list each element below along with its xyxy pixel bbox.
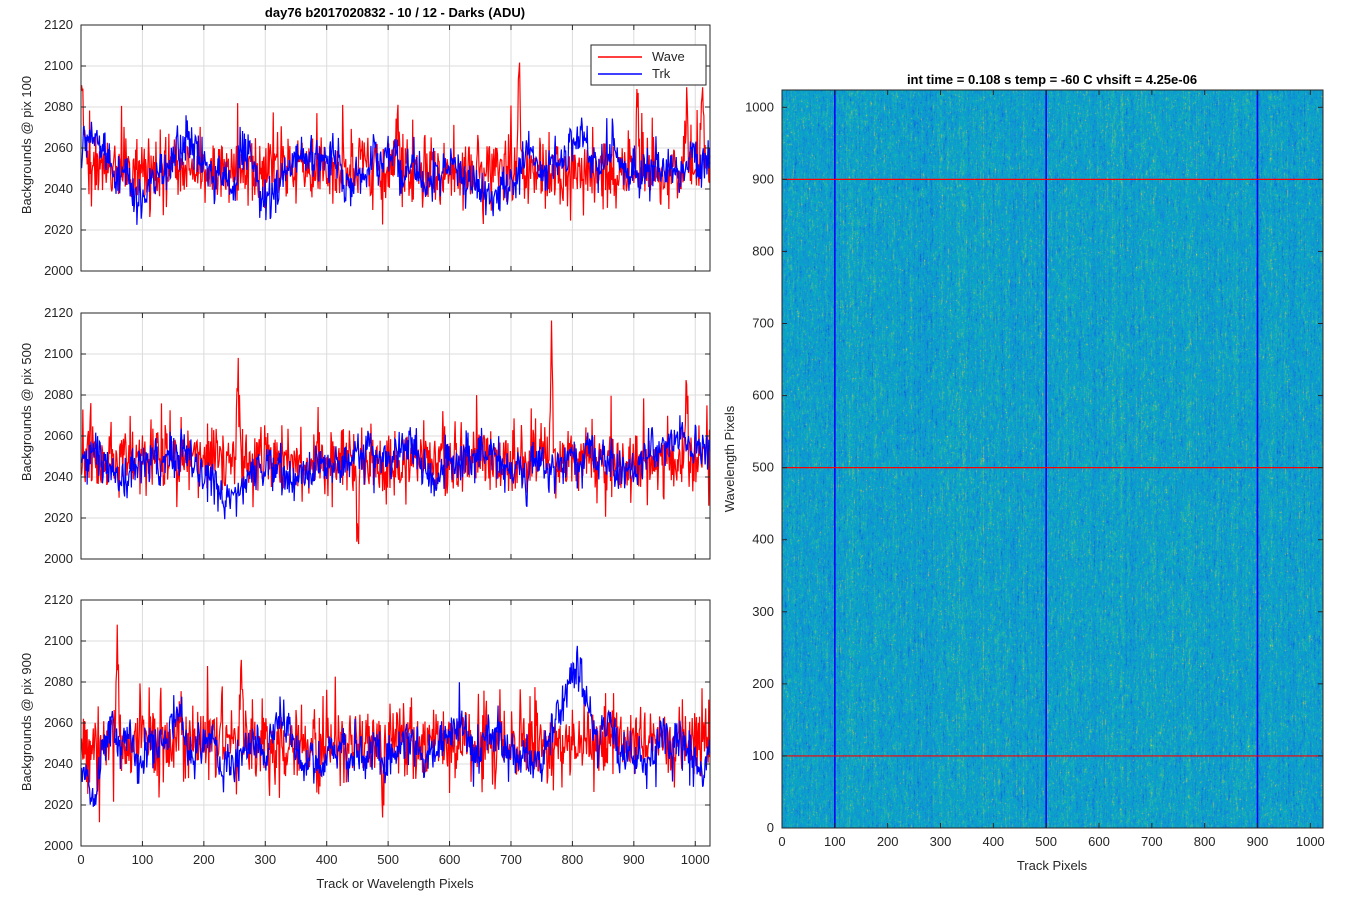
panel-3-x-tick-label: 600 <box>439 852 461 867</box>
panel-1-y-tick-label: 2100 <box>44 58 73 73</box>
panel-3-y-tick-label: 2080 <box>44 674 73 689</box>
heatmap-x-tick-label: 600 <box>1088 834 1110 849</box>
heatmap-axes-box <box>781 89 1324 829</box>
panel-2-y-tick-label: 2040 <box>44 469 73 484</box>
heatmap-image <box>782 90 1323 828</box>
panel-3-y-tick-label: 2040 <box>44 756 73 771</box>
panel-2-y-tick-label: 2080 <box>44 387 73 402</box>
panel-3-x-tick-label: 1000 <box>681 852 710 867</box>
panel-2-y-tick-label: 2120 <box>44 305 73 320</box>
panel-3-x-tick-label: 400 <box>316 852 338 867</box>
plot-pix-100: day76 b2017020832 - 10 / 12 - Darks (ADU… <box>19 5 711 278</box>
x-axis-label-left: Track or Wavelength Pixels <box>316 876 474 891</box>
legend-label-trk: Trk <box>652 66 671 81</box>
panel-2-y-tick-label: 2100 <box>44 346 73 361</box>
heatmap-x-tick-label: 400 <box>982 834 1004 849</box>
heatmap-y-tick-label: 900 <box>752 171 774 186</box>
panel-3-x-tick-label: 0 <box>77 852 84 867</box>
heatmap-y-tick-label: 200 <box>752 676 774 691</box>
panel-1-y-tick-label: 2040 <box>44 181 73 196</box>
heatmap-x-tick-label: 900 <box>1247 834 1269 849</box>
legend-label-wave: Wave <box>652 49 685 64</box>
panel-3-y-tick-label: 2100 <box>44 633 73 648</box>
y-axis-label-pix-900: Backgrounds @ pix 900 <box>19 653 34 791</box>
panel-1-y-tick-label: 2020 <box>44 222 73 237</box>
heatmap-y-tick-label: 400 <box>752 532 774 547</box>
panel-1-y-tick-label: 2000 <box>44 263 73 278</box>
panel-3-x-tick-label: 200 <box>193 852 215 867</box>
panel-2-y-tick-label: 2000 <box>44 551 73 566</box>
heatmap-x-tick-label: 0 <box>778 834 785 849</box>
heatmap-plot: int time = 0.108 s temp = -60 C vhsift =… <box>722 72 1325 873</box>
panel-2-y-tick-label: 2020 <box>44 510 73 525</box>
figure-title: day76 b2017020832 - 10 / 12 - Darks (ADU… <box>265 5 525 20</box>
heatmap-y-tick-label: 600 <box>752 388 774 403</box>
legend: Wave Trk <box>590 44 707 86</box>
heatmap-x-tick-label: 200 <box>877 834 899 849</box>
plot-pix-500: 2000 2020 2040 2060 2080 2100 2120 Backgrounds… <box>19 305 711 566</box>
heatmap-title: int time = 0.108 s temp = -60 C vhsift =… <box>907 72 1197 87</box>
plot-pix-900: 0 100 200 300 400 500 600 700 800 900 1000 2000 2020… <box>19 592 711 891</box>
heatmap-y-tick-label: 1000 <box>745 99 774 114</box>
panel-3-x-tick-label: 900 <box>623 852 645 867</box>
panel-3-y-tick-label: 2020 <box>44 797 73 812</box>
heatmap-y-tick-label: 700 <box>752 316 774 331</box>
panel-1-series-trk <box>81 115 711 225</box>
panel-3-y-tick-label: 2000 <box>44 838 73 853</box>
panel-1-y-tick-label: 2060 <box>44 140 73 155</box>
panel-3-y-tick-label: 2120 <box>44 592 73 607</box>
panel-3-x-tick-label: 500 <box>377 852 399 867</box>
heatmap-x-tick-label: 300 <box>930 834 952 849</box>
heatmap-y-tick-label: 300 <box>752 604 774 619</box>
panel-3-x-tick-label: 800 <box>562 852 584 867</box>
heatmap-x-tick-label: 100 <box>824 834 846 849</box>
legend-box <box>590 44 707 86</box>
heatmap-x-tick-label: 500 <box>1035 834 1057 849</box>
heatmap-y-tick-label: 100 <box>752 748 774 763</box>
panel-3-x-tick-label: 300 <box>254 852 276 867</box>
heatmap-y-tick-label: 0 <box>767 820 774 835</box>
y-axis-label-pix-100: Backgrounds @ pix 100 <box>19 76 34 214</box>
panel-3-y-tick-label: 2060 <box>44 715 73 730</box>
heatmap-x-tick-label: 700 <box>1141 834 1163 849</box>
heatmap-y-tick-label: 800 <box>752 243 774 258</box>
panel-3-x-tick-label: 100 <box>132 852 154 867</box>
panel-2-y-tick-label: 2060 <box>44 428 73 443</box>
heatmap-x-tick-label: 1000 <box>1296 834 1325 849</box>
heatmap-y-tick-label: 500 <box>752 460 774 475</box>
heatmap-x-tick-label: 800 <box>1194 834 1216 849</box>
panel-1-series-wave <box>81 62 711 225</box>
y-axis-label-heatmap: Wavelength Pixels <box>722 405 737 512</box>
x-axis-label-heatmap: Track Pixels <box>1017 858 1088 873</box>
panel-3-x-tick-label: 700 <box>500 852 522 867</box>
panel-2-series-trk <box>81 415 711 520</box>
panel-1-y-tick-label: 2080 <box>44 99 73 114</box>
y-axis-label-pix-500: Backgrounds @ pix 500 <box>19 343 34 481</box>
panel-3-series-trk <box>81 645 711 807</box>
panel-1-y-tick-label: 2120 <box>44 17 73 32</box>
